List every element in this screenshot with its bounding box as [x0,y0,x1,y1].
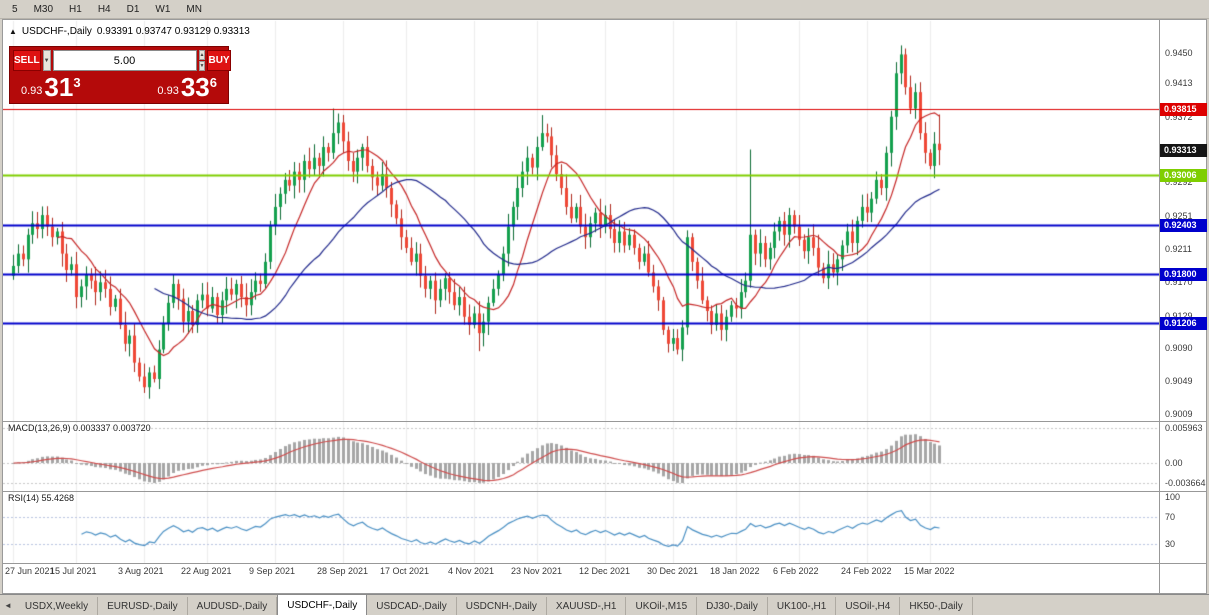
rsi-axis-label: 70 [1165,512,1176,522]
price-axis-label: 0.9372 [1165,111,1193,122]
price-axis-label: 0.9251 [1165,210,1193,221]
trade-prices-row: 0.93 31 3 0.93 33 6 [13,72,225,100]
volume-dropdown-button[interactable]: ▼ [42,50,51,71]
chart-tab-xauusd-h1[interactable]: XAUUSD-,H1 [547,597,627,615]
date-label: 22 Aug 2021 [181,566,232,576]
buy-price-sup: 6 [209,75,217,90]
buy-button[interactable]: BUY [207,50,231,71]
chart-tab-usdx-weekly[interactable]: USDX,Weekly [16,597,99,615]
chart-tabs-bar: ◄ USDX,Weekly EURUSD-,Daily AUDUSD-,Daily US… [0,594,1209,615]
price-level-tag: 0.91800 [1160,268,1207,282]
chart-tab-eurusd-daily[interactable]: EURUSD-,Daily [98,597,188,615]
price-axis-label: 0.9170 [1165,277,1193,288]
timeframe-button-H4[interactable]: H4 [97,3,111,15]
price-level-tag: 0.93815 [1160,102,1207,116]
date-label: 18 Jan 2022 [710,566,760,576]
timeframe-button-H1[interactable]: H1 [69,3,82,15]
price-axis-label: 0.9049 [1165,376,1193,387]
timeframe-button-D1[interactable]: D1 [126,3,140,15]
timeframe-button-W1[interactable]: W1 [155,3,171,15]
sell-button[interactable]: SELL [13,50,41,71]
price-level-tag: 0.93006 [1160,169,1207,183]
chart-tab-usdchf-daily[interactable]: USDCHF-,Daily [277,594,368,615]
chart-tab-ukoil-m15[interactable]: UKOil-,M15 [626,597,698,615]
timeframe-button-5[interactable]: 5 [12,3,18,15]
pane-separator[interactable] [3,421,1206,422]
current-price-tag: 0.93313 [1160,144,1207,158]
price-axis-label: 0.9211 [1165,243,1192,254]
chart-tab-usdcnh-daily[interactable]: USDCNH-,Daily [457,597,547,615]
one-click-panel-toggle-icon[interactable]: ▲ [9,27,17,36]
price-axis-label: 0.9129 [1165,311,1193,321]
chart-canvas[interactable] [3,20,1159,593]
date-label: 4 Nov 2021 [448,566,495,576]
chart-tab-usoil-h4[interactable]: USOil-,H4 [836,597,901,615]
date-label: 3 Aug 2021 [118,566,164,576]
date-label: 6 Feb 2022 [773,566,819,576]
chart-tab-audusd-daily[interactable]: AUDUSD-,Daily [188,597,278,615]
date-label: 15 Mar 2022 [904,566,955,576]
timeframe-button-MN[interactable]: MN [186,3,202,15]
buy-price-big: 33 [180,72,210,102]
macd-axis-label: -0.003664 [1165,478,1206,488]
price-axis-label: 0.9413 [1165,78,1193,89]
pane-separator[interactable] [3,491,1206,492]
rsi-axis-label: 30 [1165,539,1176,549]
price-axis: 0.9450 0.9413 0.9372 0.9292 0.9251 0.9211 0.91… [1159,20,1207,593]
chart-tab-uk100-h1[interactable]: UK100-,H1 [768,597,837,615]
chart-plot: ▲ USDCHF-,Daily 0.93391 0.93747 0.93129 … [3,20,1159,593]
sell-price-big: 31 [44,72,74,102]
price-axis-label: 0.9292 [1165,177,1193,188]
macd-indicator-label: MACD(13,26,9) 0.003337 0.003720 [8,423,151,433]
pane-separator [3,563,1206,564]
volume-up-button[interactable]: ▲ [198,50,206,60]
chart-tab-hk50-daily[interactable]: HK50-,Daily [900,597,973,615]
volume-down-button[interactable]: ▼ [198,61,206,71]
chart-title-symbol: USDCHF-,Daily [21,26,92,37]
volume-spinner: ▲ ▼ [198,50,206,71]
price-axis-label: 0.9009 [1165,409,1193,420]
macd-axis-label: 0.005963 [1165,423,1203,433]
timeframe-button-M30[interactable]: M30 [33,3,54,15]
chart-title-ohlc: 0.93391 0.93747 0.93129 0.93313 [96,26,250,37]
rsi-axis-label: 100 [1165,492,1181,502]
date-label: 9 Sep 2021 [249,566,296,576]
price-level-tag: 0.92403 [1160,218,1207,232]
tabs-scroll-left-icon[interactable]: ◄ [4,601,12,610]
date-label: 12 Dec 2021 [579,566,631,576]
buy-price-prefix: 0.93 [157,85,179,97]
date-label: 17 Oct 2021 [380,566,430,576]
chart-tab-dj30-daily[interactable]: DJ30-,Daily [697,597,768,615]
date-label: 27 Jun 2021 [5,566,55,576]
timeframe-toolbar: 5 M30 H1 H4 D1 W1 MN [0,0,1209,19]
macd-axis-label: 0.00 [1165,458,1183,468]
date-label: 30 Dec 2021 [647,566,699,576]
price-axis-label: 0.9450 [1165,47,1193,58]
chart-title: ▲ USDCHF-,Daily 0.93391 0.93747 0.93129 … [9,26,250,37]
rsi-indicator-label: RSI(14) 55.4268 [8,493,75,503]
date-label: 24 Feb 2022 [841,566,892,576]
date-label: 15 Jul 2021 [50,566,97,576]
date-label: 28 Sep 2021 [317,566,369,576]
price-level-tag: 0.91206 [1160,316,1207,330]
sell-price-prefix: 0.93 [21,85,43,97]
sell-price-sup: 3 [73,75,81,90]
trade-controls-row: SELL ▼ ▲ ▼ BUY [13,50,231,71]
volume-input[interactable] [52,50,197,71]
chart-frame: ▲ USDCHF-,Daily 0.93391 0.93747 0.93129 … [2,19,1207,594]
one-click-trading-panel: SELL ▼ ▲ ▼ BUY 0.93 31 3 0.93 33 6 [9,46,231,104]
date-label: 23 Nov 2021 [511,566,563,576]
buy-price: 0.93 33 6 [157,74,217,100]
sell-price: 0.93 31 3 [21,74,81,100]
chart-tab-usdcad-daily[interactable]: USDCAD-,Daily [367,597,457,615]
price-axis-label: 0.9090 [1165,342,1193,353]
